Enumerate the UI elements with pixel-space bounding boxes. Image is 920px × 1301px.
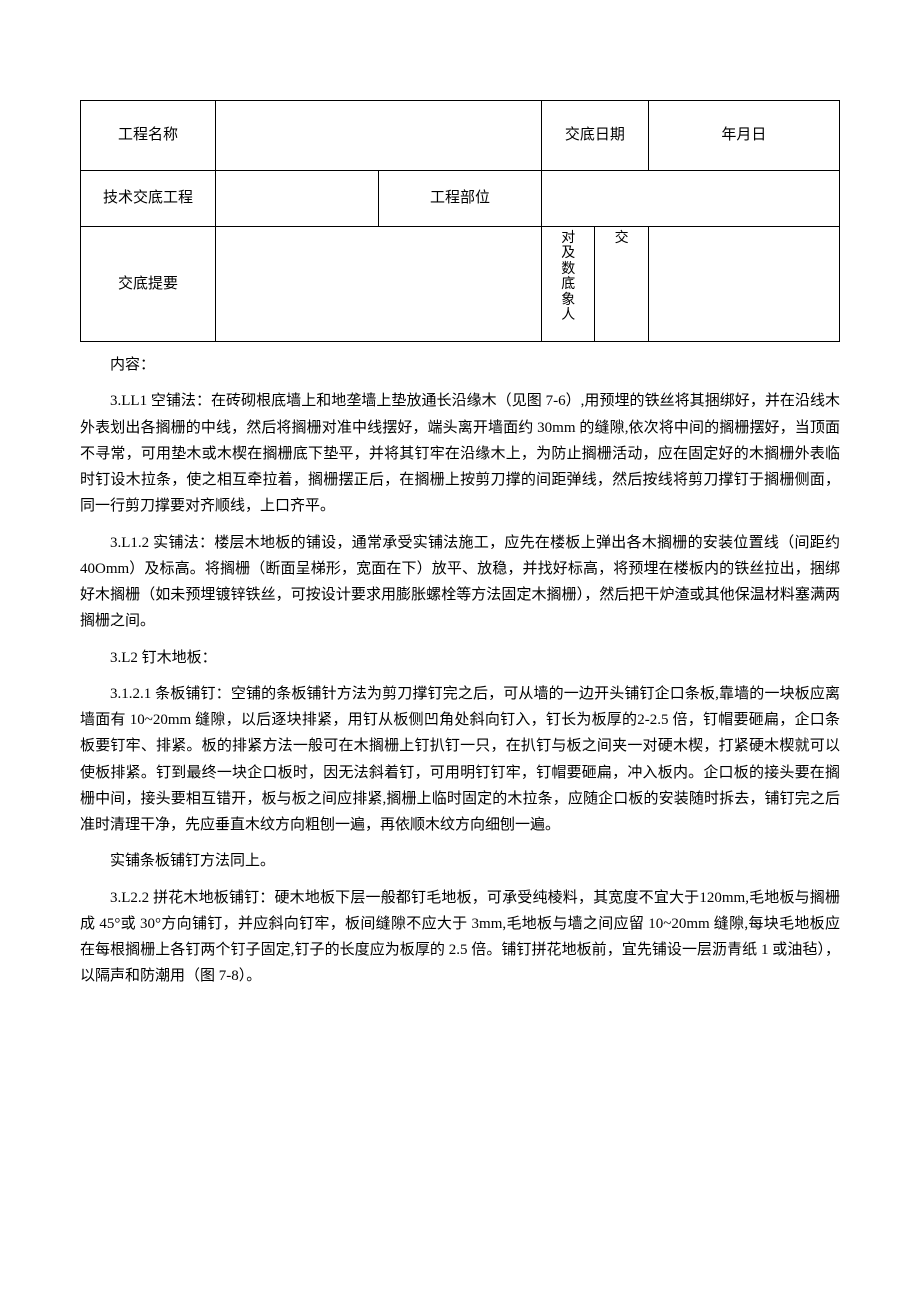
value-tech-project xyxy=(215,171,378,227)
label-handover-date: 交底日期 xyxy=(541,101,648,171)
header-table: 工程名称 交底日期 年月日 技术交底工程 工程部位 交底提要 对及数底象人 交 xyxy=(80,100,840,342)
value-handover-date: 年月日 xyxy=(648,101,839,171)
paragraph: 3.L2.2 拼花木地板铺钉：硬木地板下层一般都钉毛地板，可承受纯棱料，其宽度不… xyxy=(80,885,840,990)
paragraph: 3.L1.2 实铺法：楼层木地板的铺设，通常承受实铺法施工，应先在楼板上弹出各木… xyxy=(80,530,840,635)
value-project-part xyxy=(541,171,839,227)
content-body: 内容： 3.LL1 空铺法：在砖砌根底墙上和地垄墙上垫放通长沿缘木（见图 7-6… xyxy=(80,352,840,990)
label-tech-project: 技术交底工程 xyxy=(81,171,216,227)
value-summary xyxy=(215,227,541,342)
table-row: 工程名称 交底日期 年月日 xyxy=(81,101,840,171)
paragraph: 实铺条板铺钉方法同上。 xyxy=(80,848,840,874)
paragraph: 3.1.2.1 条板铺钉：空铺的条板铺针方法为剪刀撑钉完之后，可从墙的一边开头铺… xyxy=(80,681,840,839)
paragraph: 3.L2 钉木地板： xyxy=(80,645,840,671)
table-row: 技术交底工程 工程部位 xyxy=(81,171,840,227)
content-title: 内容： xyxy=(80,352,840,378)
paragraph: 3.LL1 空铺法：在砖砌根底墙上和地垄墙上垫放通长沿缘木（见图 7-6）,用预… xyxy=(80,388,840,519)
table-row: 交底提要 对及数底象人 交 xyxy=(81,227,840,342)
value-project-name xyxy=(215,101,541,171)
value-recipients xyxy=(648,227,839,342)
label-project-name: 工程名称 xyxy=(81,101,216,171)
label-project-part: 工程部位 xyxy=(378,171,541,227)
vlabel-handover: 交 xyxy=(595,227,648,342)
label-summary: 交底提要 xyxy=(81,227,216,342)
vlabel-recipients: 对及数底象人 xyxy=(541,227,594,342)
